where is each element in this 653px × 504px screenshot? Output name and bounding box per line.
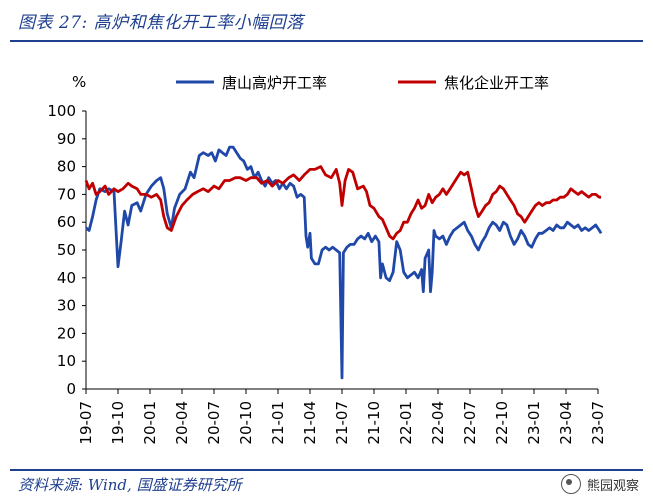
y-tick-label: 10 xyxy=(57,352,76,370)
source-note: 资料来源: Wind, 国盛证券研究所 xyxy=(18,476,242,494)
series-line-1 xyxy=(85,145,603,380)
y-tick-label: 0 xyxy=(66,380,76,398)
y-tick-label: 30 xyxy=(57,297,76,315)
x-tick-label: 21-04 xyxy=(301,401,319,445)
x-tick-label: 21-01 xyxy=(269,401,287,445)
x-tick-label: 20-04 xyxy=(173,401,191,445)
y-tick-label: 50 xyxy=(57,241,76,259)
x-tick-label: 20-01 xyxy=(141,401,159,445)
legend-label-1: 唐山高炉开工率 xyxy=(222,74,327,92)
x-tick-label: 22-01 xyxy=(397,401,415,445)
y-tick-label: 80 xyxy=(57,158,76,176)
y-tick-label: 40 xyxy=(57,269,76,287)
y-tick-label: 90 xyxy=(57,130,76,148)
x-tick-label: 23-04 xyxy=(557,401,575,445)
y-axis-unit: % xyxy=(72,73,86,91)
x-tick-label: 23-01 xyxy=(525,401,543,445)
title-rule xyxy=(10,40,643,42)
watermark-text: 熊园观察 xyxy=(586,478,639,494)
chart-series xyxy=(84,145,603,380)
series-line-2 xyxy=(84,165,602,241)
wechat-icon xyxy=(560,474,581,494)
source-rule xyxy=(10,469,643,471)
figure-title: 图表 27: 高炉和焦化开工率小幅回落 xyxy=(18,13,304,33)
y-tick-label: 20 xyxy=(57,324,76,342)
chart-legend: 唐山高炉开工率 焦化企业开工率 xyxy=(176,74,549,92)
line-chart: 0 10 20 30 40 50 60 70 80 90 100% 19-07 19-10 20-01 20… xyxy=(47,73,607,445)
chart-axes: 0 10 20 30 40 50 60 70 80 90 100% 19-07 19-10 20-01 20… xyxy=(47,73,607,445)
legend-label-2: 焦化企业开工率 xyxy=(444,74,549,92)
x-tick-label: 20-10 xyxy=(237,401,255,445)
x-tick-label: 20-07 xyxy=(205,401,223,445)
y-tick-label: 60 xyxy=(57,213,76,231)
x-tick-label: 22-10 xyxy=(493,401,511,445)
y-tick-label: 100 xyxy=(47,102,76,120)
x-tick-label: 22-07 xyxy=(461,401,479,445)
y-tick-label: 70 xyxy=(57,185,76,203)
x-tick-label: 22-04 xyxy=(429,401,447,445)
x-tick-label: 19-10 xyxy=(109,401,127,445)
x-tick-label: 21-10 xyxy=(365,401,383,445)
x-tick-label: 21-07 xyxy=(333,401,351,445)
watermark: 熊园观察 xyxy=(560,474,639,494)
x-tick-label: 23-07 xyxy=(589,401,607,445)
x-tick-label: 19-07 xyxy=(77,401,95,445)
